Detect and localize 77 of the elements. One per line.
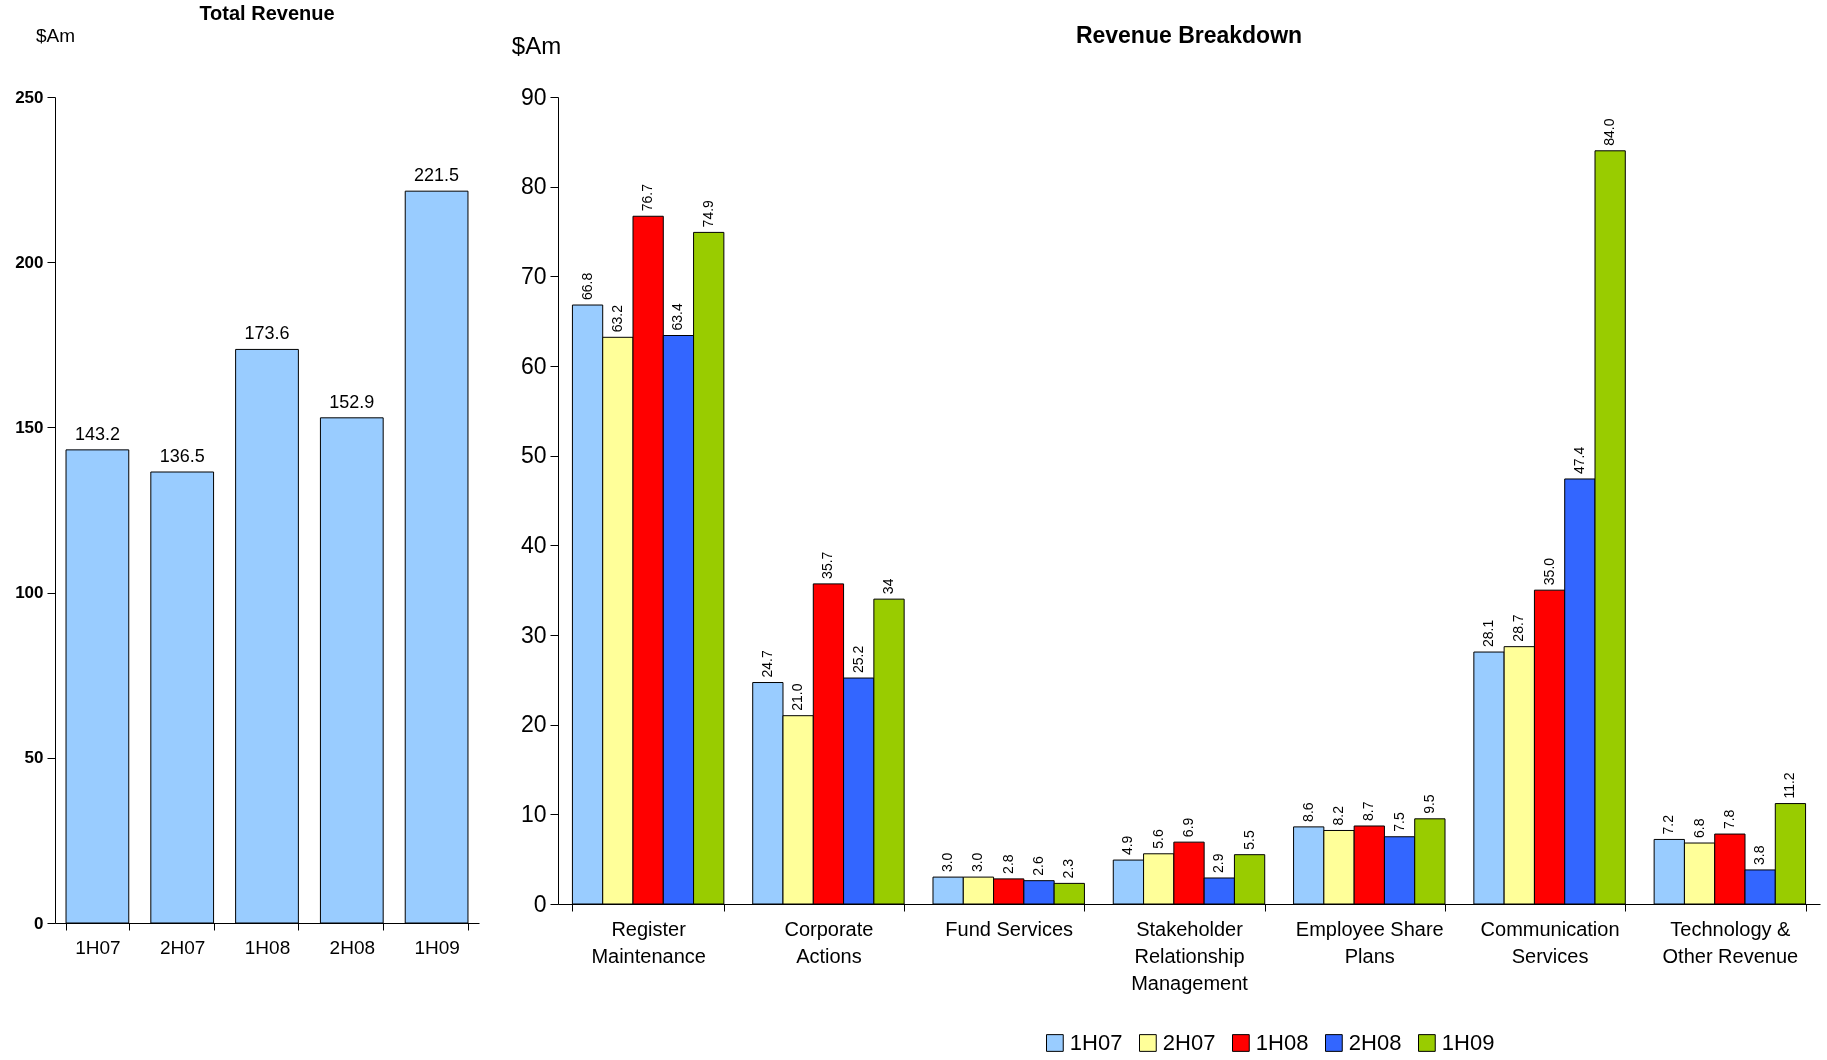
y-tick-label: 30 [520,621,547,648]
data-label: 24.7 [758,650,775,678]
data-label: 7.8 [1720,809,1737,830]
y-tick-label: 200 [15,252,44,272]
data-label: 152.9 [329,391,375,412]
y-tick-label: 0 [533,890,547,917]
y-tick-label: 0 [34,913,44,933]
legend-label: 1H08 [1255,1030,1309,1055]
data-label: 76.7 [639,183,656,212]
data-label: 35.7 [819,551,836,579]
y-axis-title: $Am [511,31,562,59]
y-tick-label: 250 [15,87,44,107]
data-label: 74.9 [699,199,716,228]
chart-title: Total Revenue [199,2,335,24]
data-label: 4.9 [1119,835,1136,856]
y-tick-label: 70 [520,262,547,289]
y-tick-label: 50 [520,442,547,469]
data-label: 173.6 [244,323,290,344]
data-label: 136.5 [159,446,205,466]
x-tick-label: Technology & Other Revenue [1662,917,1799,967]
data-label: 66.8 [578,272,595,301]
y-tick-label: 150 [15,417,44,437]
x-tick-label: 1H07 [75,936,121,958]
x-tick-label: Register Maintenance [591,917,706,967]
y-tick-label: 20 [520,711,547,738]
y-tick-label: 10 [520,800,547,827]
y-tick-label: 60 [520,352,547,379]
data-label: 25.2 [849,645,866,674]
data-label: 8.2 [1330,805,1346,826]
data-label: 5.6 [1149,829,1166,849]
chart-title: Revenue Breakdown [1075,22,1303,48]
x-tick-label: 2H08 [329,936,376,958]
data-label: 2.3 [1060,858,1077,879]
data-label: 2.9 [1210,853,1227,873]
data-label: 11.2 [1781,772,1798,799]
data-label: 28.1 [1480,619,1496,648]
data-label: 3.0 [969,852,986,873]
legend-label: 2H08 [1348,1030,1402,1055]
y-tick-label: 40 [520,531,547,558]
data-label: 34 [880,578,896,595]
data-label: 143.2 [74,423,120,444]
legend-label: 2H07 [1162,1030,1216,1055]
data-label: 9.5 [1420,794,1437,814]
data-label: 3.8 [1751,845,1768,865]
x-tick-label: Employee Share Plans [1295,917,1444,967]
x-tick-label: 1H09 [414,936,460,958]
data-label: 2.6 [1030,856,1046,876]
data-label: 2.8 [999,854,1016,874]
data-label: 3.0 [939,852,956,873]
data-label: 47.4 [1570,446,1587,474]
x-tick-label: Fund Services [945,917,1074,940]
data-label: 8.6 [1299,802,1316,822]
legend-label: 1H09 [1441,1030,1495,1055]
data-label: 5.5 [1240,830,1257,850]
x-tick-label: Stakeholder Relationship Management [1131,917,1249,994]
data-label: 21.0 [789,683,806,711]
y-tick-label: 50 [24,748,44,768]
x-tick-label: Communication Services [1480,917,1620,967]
data-label: 63.4 [669,303,686,331]
y-tick-label: 90 [520,83,547,110]
data-label: 8.7 [1360,801,1377,821]
data-label: 7.2 [1660,814,1677,835]
x-tick-label: Corporate Actions [784,917,874,967]
legend-label: 1H07 [1069,1030,1123,1055]
data-label: 6.9 [1180,817,1196,838]
data-label: 221.5 [414,165,460,186]
y-axis-title: $Am [35,24,76,46]
data-label: 84.0 [1601,118,1618,146]
y-tick-label: 80 [520,173,547,200]
x-tick-label: 1H08 [244,936,291,958]
y-tick-label: 100 [15,583,44,603]
data-label: 28.7 [1510,614,1527,642]
data-label: 63.2 [608,304,625,333]
data-label: 6.8 [1690,818,1707,839]
x-tick-label: 2H07 [159,936,206,958]
data-label: 7.5 [1390,812,1407,832]
data-label: 35.0 [1540,557,1557,586]
